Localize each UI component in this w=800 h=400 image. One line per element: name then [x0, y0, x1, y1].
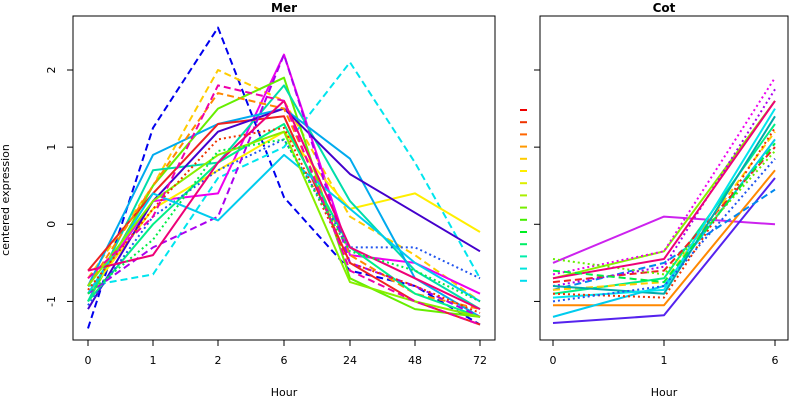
series-line-mer-19 [87, 138, 481, 303]
x-tick-label-mer: 2 [215, 354, 222, 367]
panel-mer: Mer Hour 0 1 2 6 24 48 72 -1 0 1 2 [45, 1, 496, 399]
panel-title-cot: Cot [653, 1, 676, 15]
x-tick-label-mer: 1 [150, 354, 157, 367]
color-legend [520, 109, 527, 282]
y-tick-label-mer: 1 [45, 144, 58, 151]
x-tick-label-cot: 0 [550, 354, 557, 367]
series-line-mer-18 [87, 84, 481, 326]
series-line-cot-14 [552, 100, 776, 280]
series-line-mer-1 [87, 61, 481, 287]
series-line-mer-16 [87, 130, 481, 318]
x-tick-label-mer: 0 [85, 354, 92, 367]
y-tick-label-mer: -1 [45, 296, 58, 307]
x-axis-label-mer: Hour [271, 386, 298, 399]
series-line-cot-5 [552, 77, 776, 276]
series-line-mer-11 [87, 123, 481, 318]
series-line-cot-13 [552, 108, 776, 299]
series-line-cot-4 [552, 188, 776, 291]
series-line-mer-6 [87, 84, 481, 310]
series-line-mer-17 [87, 126, 481, 314]
series-line-cot-10 [552, 88, 776, 287]
series-line-mer-4 [87, 76, 481, 318]
x-tick-label-mer: 24 [343, 354, 357, 367]
x-tick-label-mer: 48 [408, 354, 422, 367]
series-line-cot-1 [552, 177, 776, 324]
x-tick-label-mer: 6 [281, 354, 288, 367]
y-tick-label-mer: 0 [45, 221, 58, 228]
series-line-mer-0 [87, 26, 481, 329]
series-line-cot-17 [552, 142, 776, 284]
panel-cot: Cot Hour 0 1 6 [534, 1, 789, 399]
y-axis-label: centered expression [0, 144, 12, 256]
x-tick-label-cot: 6 [772, 354, 779, 367]
series-line-mer-13 [87, 53, 481, 318]
x-tick-label-cot: 1 [661, 354, 668, 367]
x-tick-label-mer: 72 [473, 354, 487, 367]
series-line-cot-2 [553, 169, 776, 307]
series-line-cot-15 [552, 127, 776, 299]
x-axis-label-cot: Hour [651, 386, 678, 399]
series-line-cot-0 [552, 215, 776, 264]
series-line-cot-12 [552, 115, 776, 295]
series-line-cot-3 [552, 100, 776, 280]
series-line-mer-14 [87, 153, 481, 303]
y-tick-label-mer: 2 [45, 67, 58, 74]
series-line-mer-10 [87, 92, 481, 311]
panel-title-mer: Mer [271, 1, 297, 15]
